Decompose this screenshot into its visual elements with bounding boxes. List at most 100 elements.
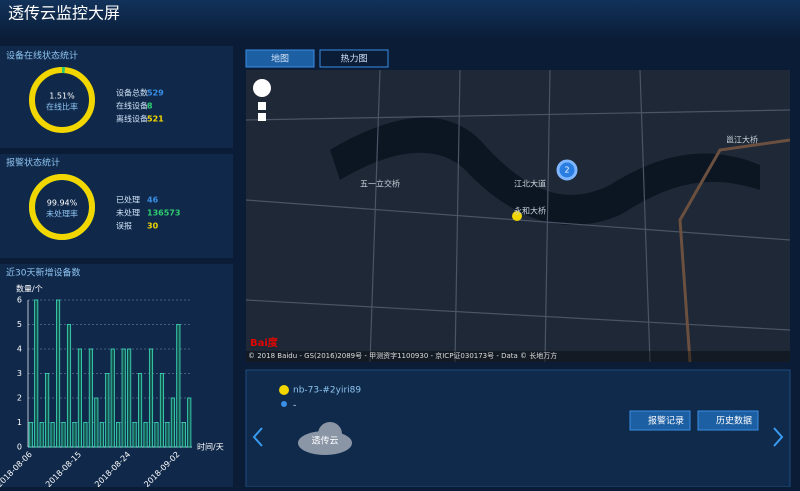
map-tabs: 地图 热力图 (245, 49, 389, 68)
alarm-record-button[interactable] (629, 410, 691, 431)
bar (72, 422, 77, 448)
bar (132, 422, 137, 448)
next-arrow[interactable] (773, 427, 784, 447)
donut-caption: 未处理率 (46, 209, 78, 219)
bar (94, 397, 99, 448)
stat-label: 未处理 (116, 208, 140, 218)
bar (110, 348, 115, 448)
stat-value: 521 (147, 115, 164, 124)
bar (187, 397, 192, 448)
history-button[interactable] (697, 410, 759, 431)
x-axis-label: 时间/天 (197, 442, 224, 452)
donut-arc (29, 67, 95, 133)
bar (127, 348, 132, 448)
device-icon (279, 385, 289, 395)
y-tick-label: 0 (17, 443, 22, 452)
stat-value: 529 (147, 89, 164, 98)
y-tick-label: 5 (17, 320, 22, 329)
bar (143, 422, 148, 448)
copyright-bar (246, 351, 790, 362)
bar (50, 422, 55, 448)
stat-value: 136573 (147, 209, 180, 218)
panel-title: 设备在线状态统计 (6, 50, 78, 62)
cloud-icon (318, 422, 342, 446)
bar (148, 348, 154, 448)
cluster-marker[interactable] (556, 159, 578, 181)
device-location: - (293, 401, 296, 411)
tab[interactable] (245, 49, 315, 68)
stat-value: 46 (147, 196, 159, 205)
stat-label: 误报 (116, 221, 132, 231)
bar (28, 422, 33, 448)
cluster-count: 2 (564, 166, 569, 175)
bar (83, 422, 88, 448)
map-label: 邕江大桥 (726, 135, 758, 145)
panel-title: 近30天新增设备数 (6, 267, 80, 279)
bar (34, 299, 39, 448)
stat-label: 离线设备 (116, 114, 148, 124)
y-tick-label: 6 (17, 296, 22, 305)
tab-label: 地图 (271, 53, 289, 65)
bar (138, 373, 143, 448)
y-tick-label: 3 (17, 369, 22, 378)
stat-label: 已处理 (116, 195, 140, 205)
y-tick-label: 1 (17, 418, 22, 427)
map-copyright: © 2018 Baidu - GS(2016)2089号 - 甲测资字11009… (248, 351, 557, 360)
bar (176, 324, 181, 448)
device-panel (0, 46, 233, 148)
device-marker[interactable] (512, 211, 522, 221)
stat-label: 设备总数 (116, 88, 148, 98)
y-tick-label: 4 (17, 345, 22, 354)
river (330, 117, 760, 226)
stat-value: 8 (147, 102, 153, 111)
donut-arc (29, 174, 95, 240)
tab[interactable] (319, 49, 389, 68)
bar (45, 373, 50, 448)
bar (105, 373, 110, 448)
cloud-label: 透传云 (311, 435, 338, 447)
stat-value: 30 (147, 222, 159, 231)
device-name: nb-73-#2yiri89 (293, 386, 361, 396)
bar (181, 422, 186, 448)
donut-caption: 在线比率 (46, 102, 78, 112)
bar (159, 373, 164, 448)
pan-control[interactable] (253, 79, 271, 97)
page-title: 透传云监控大屏 (8, 4, 120, 23)
bar (77, 348, 82, 448)
tab-label: 热力图 (340, 53, 367, 65)
alarm-panel (0, 154, 233, 258)
button-label: 报警记录 (648, 415, 684, 427)
bar (116, 422, 121, 448)
bar (88, 348, 93, 448)
bar (56, 299, 61, 448)
button-label: 历史数据 (716, 415, 752, 427)
location-icon (281, 401, 287, 407)
bar (99, 422, 104, 448)
prev-arrow[interactable] (252, 427, 263, 447)
bar (66, 324, 72, 448)
panel-title: 报警状态统计 (6, 157, 60, 169)
bar (165, 422, 170, 448)
map: 2 Bai度 © 2018 Baidu - GS(2016)2089号 - 甲测… (245, 69, 791, 363)
bar (154, 422, 159, 448)
donut-label: 1.51% (49, 92, 75, 101)
y-tick-label: 2 (17, 394, 22, 403)
bar (39, 422, 44, 448)
chart-panel (0, 264, 233, 487)
bar (61, 422, 66, 448)
bar (170, 397, 175, 448)
map-label: 永和大桥 (514, 206, 546, 216)
map-label: 江北大道 (514, 179, 546, 189)
zoom-in[interactable] (258, 102, 266, 110)
bar (121, 348, 126, 448)
header-bar (0, 0, 800, 40)
y-axis-label: 数量/个 (16, 284, 43, 294)
map-controls (253, 79, 271, 121)
zoom-out[interactable] (258, 113, 266, 121)
map-logo: Bai度 (250, 336, 279, 349)
highway (678, 138, 791, 363)
stat-label: 在线设备 (116, 101, 148, 111)
donut-label: 99.94% (47, 199, 78, 208)
